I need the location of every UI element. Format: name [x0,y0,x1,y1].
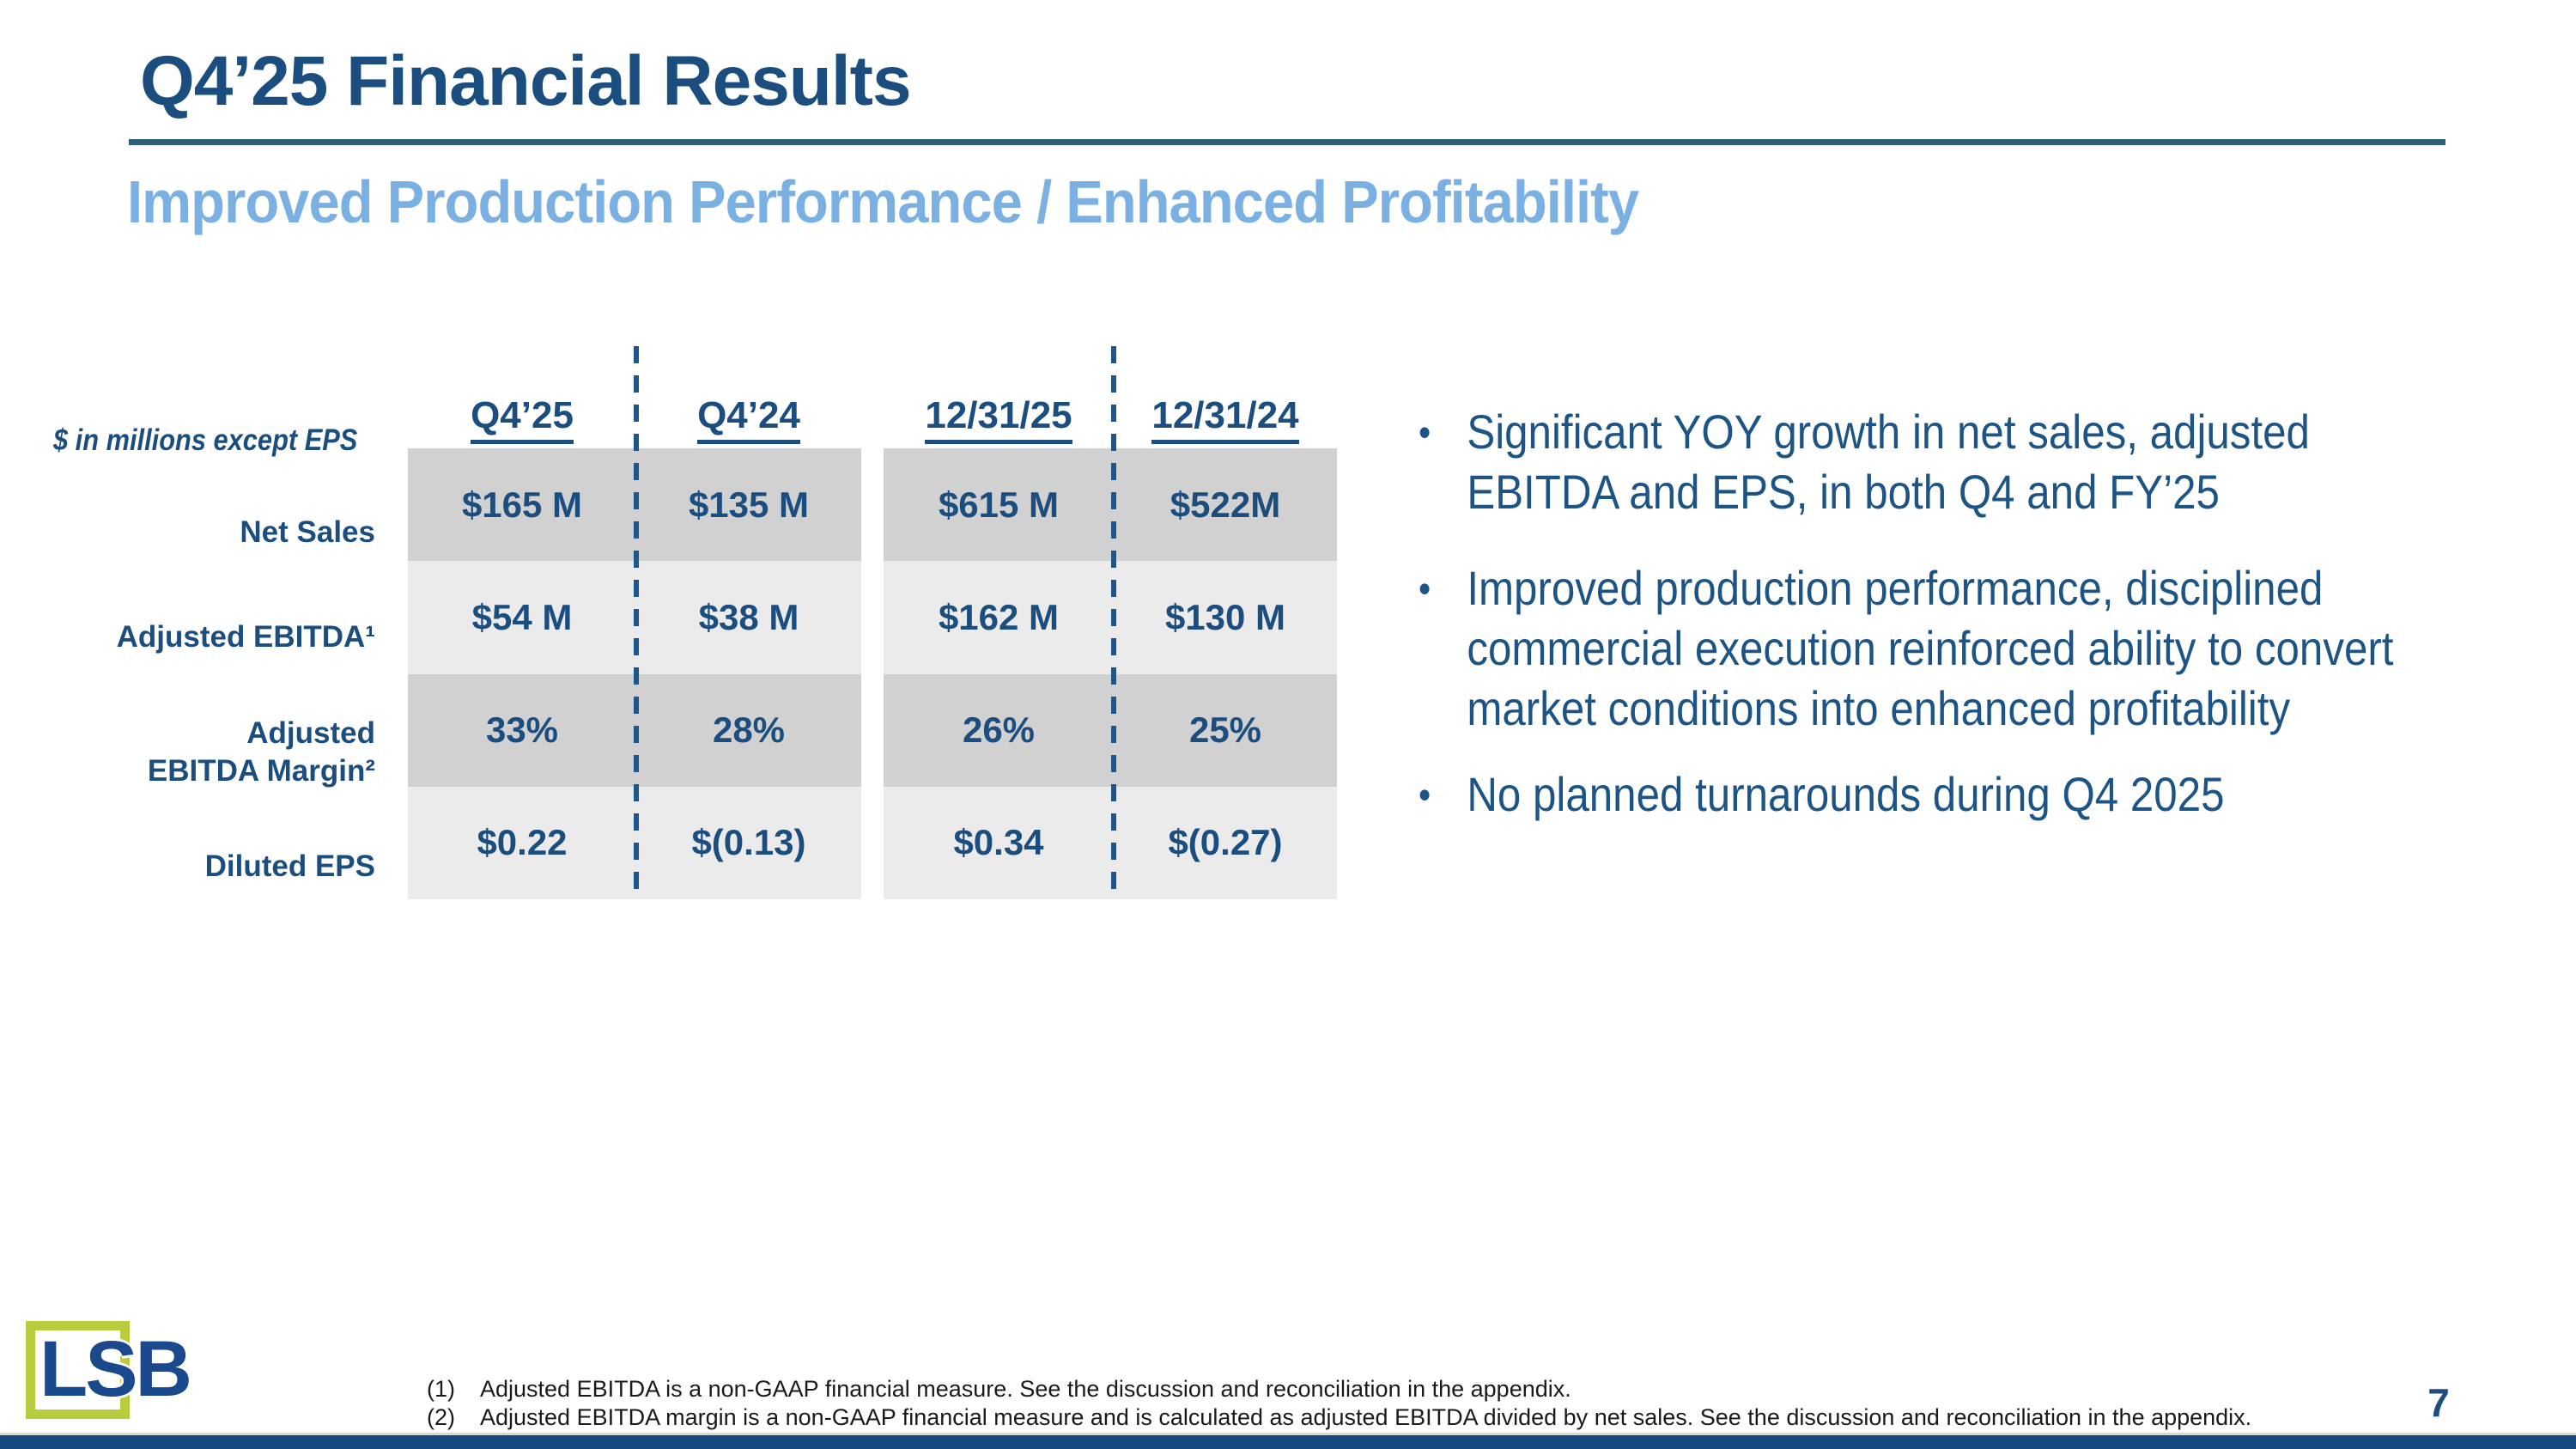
value-cell: 25% [1188,709,1262,751]
bullet-list: • Significant YOY growth in net sales, a… [1419,402,2522,861]
value-cell: $162 M [938,596,1060,637]
bullet-icon: • [1419,410,1431,454]
bullet-item: • No planned turnarounds during Q4 2025 [1419,764,2522,825]
footer-bar [0,1435,2576,1449]
table-block-full-year: $615 M $522M $162 M $130 M 26% 25% $0.34… [884,448,1337,899]
footer-divider-line [0,1433,2576,1435]
footnote-text: Adjusted EBITDA margin is a non-GAAP fin… [480,1404,2252,1430]
bullet-text: Significant YOY growth in net sales, adj… [1467,405,2310,519]
page-subtitle: Improved Production Performance / Enhanc… [127,168,1639,235]
bullet-item: • Improved production performance, disci… [1419,558,2522,739]
table-row: 26% 25% [884,673,1337,787]
table-row: $615 M $522M [884,448,1337,562]
value-cell: 28% [712,709,786,751]
page-title: Q4’25 Financial Results [140,42,912,120]
value-cell: $0.22 [477,822,568,863]
value-cell: $54 M [471,596,573,637]
title-divider-rule [129,139,2445,145]
row-label-adjusted-ebitda: Adjusted EBITDA¹ [116,620,375,654]
value-cell: $130 M [1164,596,1286,637]
value-cell: $0.34 [953,822,1044,863]
dashed-divider-right [1111,346,1116,898]
page-number: 7 [2427,1380,2450,1425]
dashed-divider-left [634,346,639,898]
footnote-marker: (1) [427,1376,455,1402]
value-cell: $135 M [688,484,810,525]
row-label-diluted-eps: Diluted EPS [204,849,375,883]
value-cell: $(0.13) [691,822,806,863]
value-cell: $165 M [461,484,583,525]
value-cell: $38 M [698,596,799,637]
bullet-text: No planned turnarounds during Q4 2025 [1467,767,2225,821]
table-row: $162 M $130 M [884,561,1337,674]
footnote-marker: (2) [427,1404,455,1430]
value-cell: 33% [485,709,559,751]
lsb-logo-frame [26,1321,130,1419]
value-cell: $(0.27) [1168,822,1283,863]
column-header-12-31-25: 12/31/25 [884,397,1114,444]
value-cell: 26% [962,709,1036,751]
value-cell: $615 M [938,484,1060,525]
table-row: $0.34 $(0.27) [884,786,1337,899]
footnote-1: (1) Adjusted EBITDA is a non-GAAP financ… [427,1375,2251,1403]
footnotes: (1) Adjusted EBITDA is a non-GAAP financ… [427,1375,2251,1432]
bullet-icon: • [1419,772,1431,817]
column-header-12-31-24: 12/31/24 [1114,397,1337,444]
footnote-2: (2) Adjusted EBITDA margin is a non-GAAP… [427,1403,2251,1432]
bullet-item: • Significant YOY growth in net sales, a… [1419,402,2522,522]
column-header-q4-24: Q4’24 [636,397,861,444]
row-label-adjusted-ebitda-margin: Adjusted EBITDA Margin² [147,716,375,788]
footnote-text: Adjusted EBITDA is a non-GAAP financial … [480,1376,1571,1402]
bullet-icon: • [1419,566,1431,611]
bullet-text: Improved production performance, discipl… [1467,561,2394,735]
column-header-q4-25: Q4’25 [408,397,636,444]
row-label-net-sales: Net Sales [240,515,375,549]
lsb-logo: LSB [39,1325,192,1413]
units-note: $ in millions except EPS [53,423,358,457]
value-cell: $522M [1170,484,1281,525]
